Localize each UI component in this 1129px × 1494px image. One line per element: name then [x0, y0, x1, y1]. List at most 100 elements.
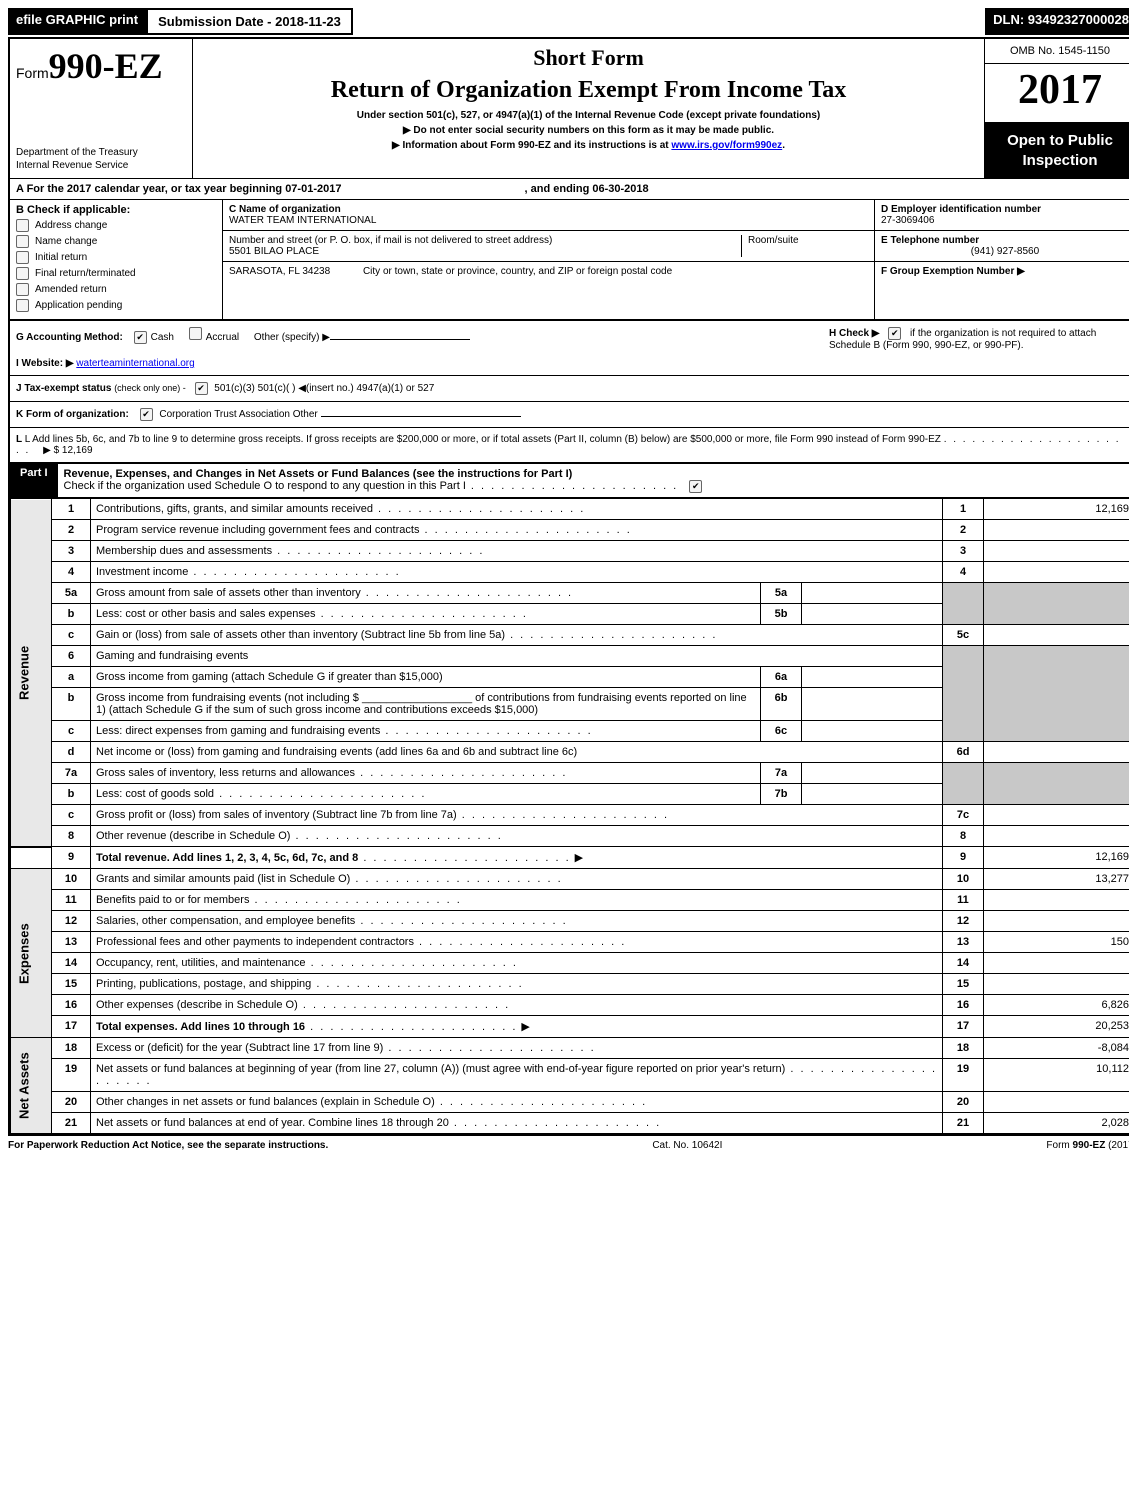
top-bar: efile GRAPHIC print Submission Date - 20… — [8, 8, 1129, 35]
line-desc: Membership dues and assessments — [96, 545, 272, 557]
check-final-return[interactable]: Final return/terminated — [16, 267, 216, 280]
line-num: 15 — [52, 974, 91, 995]
g-other: Other (specify) ▶ — [254, 332, 330, 343]
table-row: 21 Net assets or fund balances at end of… — [11, 1113, 1129, 1134]
k-label: K Form of organization: — [16, 409, 129, 420]
line-desc: Other expenses (describe in Schedule O) — [96, 999, 298, 1011]
line-desc: Professional fees and other payments to … — [96, 936, 414, 948]
dept-treasury: Department of the Treasury — [16, 146, 186, 159]
part-1-check-text: Check if the organization used Schedule … — [64, 480, 466, 492]
table-row: 6 Gaming and fundraising events — [11, 646, 1129, 667]
line-desc: Gross income from gaming (attach Schedul… — [96, 671, 443, 683]
col-num: 19 — [943, 1059, 984, 1092]
col-d-e-f: D Employer identification number 27-3069… — [875, 200, 1129, 319]
amount-value — [984, 562, 1129, 583]
col-num: 3 — [943, 541, 984, 562]
j-opts: 501(c)(3) 501(c)( ) ◀(insert no.) 4947(a… — [214, 383, 434, 394]
form-number: 990-EZ — [49, 46, 163, 86]
table-row: d Net income or (loss) from gaming and f… — [11, 742, 1129, 763]
col-num: 1 — [943, 499, 984, 520]
table-row: 5a Gross amount from sale of assets othe… — [11, 583, 1129, 604]
amount-value — [984, 541, 1129, 562]
sub-value — [802, 604, 943, 625]
col-num: 18 — [943, 1038, 984, 1059]
table-row: 20 Other changes in net assets or fund b… — [11, 1092, 1129, 1113]
col-num: 17 — [943, 1016, 984, 1038]
check-amended-return[interactable]: Amended return — [16, 283, 216, 296]
part-1-title-block: Revenue, Expenses, and Changes in Net As… — [58, 464, 1129, 497]
line-num: b — [52, 604, 91, 625]
website-link[interactable]: waterteaminternational.org — [76, 358, 194, 369]
part-1-label: Part I — [10, 464, 58, 497]
check-name-change[interactable]: Name change — [16, 235, 216, 248]
side-label-expenses: Expenses — [11, 869, 52, 1038]
amount-value — [984, 974, 1129, 995]
amount-value: 13,277 — [984, 869, 1129, 890]
line-desc: Total expenses. Add lines 10 through 16 — [96, 1021, 305, 1033]
i-label: I Website: ▶ — [16, 358, 74, 369]
line-num: 3 — [52, 541, 91, 562]
table-row: 2 Program service revenue including gove… — [11, 520, 1129, 541]
checkbox-schedule-o-icon[interactable] — [689, 480, 702, 493]
line-desc: Less: cost of goods sold — [96, 788, 214, 800]
col-num: 15 — [943, 974, 984, 995]
check-address-change[interactable]: Address change — [16, 219, 216, 232]
e-label: E Telephone number — [881, 235, 1129, 246]
col-num: 21 — [943, 1113, 984, 1134]
shaded-cell — [943, 763, 984, 805]
line-num: 11 — [52, 890, 91, 911]
j-label: J Tax-exempt status — [16, 383, 111, 394]
col-num: 7c — [943, 805, 984, 826]
checkbox-501c3-icon[interactable] — [195, 382, 208, 395]
col-num: 16 — [943, 995, 984, 1016]
col-num: 2 — [943, 520, 984, 541]
info-link[interactable]: www.irs.gov/form990ez — [671, 140, 782, 151]
line-desc: Less: cost or other basis and sales expe… — [96, 608, 316, 620]
sub-box: 7a — [761, 763, 802, 784]
sub-box: 6a — [761, 667, 802, 688]
efile-badge: efile GRAPHIC print — [8, 8, 146, 35]
amount-value: 12,169 — [984, 499, 1129, 520]
col-num: 4 — [943, 562, 984, 583]
col-num: 9 — [943, 847, 984, 869]
checkbox-cash-icon[interactable] — [134, 331, 147, 344]
checkbox-icon — [16, 283, 29, 296]
sub-value — [802, 667, 943, 688]
shaded-cell — [984, 583, 1129, 625]
line-num: 20 — [52, 1092, 91, 1113]
l-amount: ▶ $ 12,169 — [43, 445, 92, 456]
tax-year: 2017 — [985, 64, 1129, 123]
amount-value — [984, 890, 1129, 911]
col-num: 10 — [943, 869, 984, 890]
table-row: c Gain or (loss) from sale of assets oth… — [11, 625, 1129, 646]
checkbox-corp-icon[interactable] — [140, 408, 153, 421]
shaded-cell — [943, 646, 984, 742]
line-desc: Grants and similar amounts paid (list in… — [96, 873, 350, 885]
header-left: Form990-EZ Department of the Treasury In… — [10, 39, 193, 178]
table-row: 3 Membership dues and assessments 3 — [11, 541, 1129, 562]
table-row: 15 Printing, publications, postage, and … — [11, 974, 1129, 995]
table-row: 11 Benefits paid to or for members 11 — [11, 890, 1129, 911]
form-prefix: Form — [16, 65, 49, 81]
table-row: Expenses 10 Grants and similar amounts p… — [11, 869, 1129, 890]
line-num: 8 — [52, 826, 91, 847]
city-label: City or town, state or province, country… — [363, 266, 672, 277]
side-label-net-assets: Net Assets — [11, 1038, 52, 1134]
checkbox-accrual-icon[interactable] — [189, 327, 202, 340]
phone-value: (941) 927-8560 — [881, 246, 1129, 257]
line-num: 18 — [52, 1038, 91, 1059]
header-mid: Short Form Return of Organization Exempt… — [193, 39, 985, 178]
amount-value — [984, 1092, 1129, 1113]
check-initial-return[interactable]: Initial return — [16, 251, 216, 264]
g-label: G Accounting Method: — [16, 332, 123, 343]
col-c: C Name of organization WATER TEAM INTERN… — [223, 200, 875, 319]
line-desc: Investment income — [96, 566, 188, 578]
checkbox-h-icon[interactable] — [888, 327, 901, 340]
check-application-pending[interactable]: Application pending — [16, 299, 216, 312]
side-label-revenue: Revenue — [11, 499, 52, 847]
dept-irs: Internal Revenue Service — [16, 159, 186, 172]
col-num: 20 — [943, 1092, 984, 1113]
col-num: 13 — [943, 932, 984, 953]
line-num: 10 — [52, 869, 91, 890]
info-line: ▶ Information about Form 990-EZ and its … — [203, 140, 974, 151]
